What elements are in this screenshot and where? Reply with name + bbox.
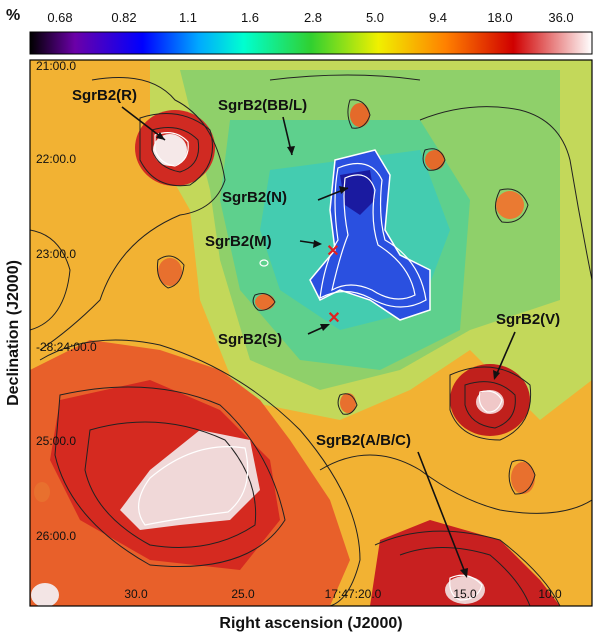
clump [350, 103, 370, 127]
contours [30, 74, 592, 606]
arrowhead [493, 370, 500, 380]
marker-sgrb2-m: ✕ [326, 243, 339, 260]
blue-sgrb2-n [309, 149, 431, 321]
map-frame [29, 59, 593, 607]
map-area [30, 60, 592, 606]
arrowhead [320, 324, 330, 331]
x-tick-label: 25.0 [231, 587, 255, 601]
clump [255, 294, 275, 310]
x-tick-label: 10.0 [538, 587, 562, 601]
label-sgrb2-m: SgrB2(M) [205, 233, 272, 250]
label-sgrb2-r: SgrB2(R) [72, 87, 137, 104]
colorbar-tick: 1.6 [241, 10, 259, 25]
clump [511, 462, 535, 494]
colorbar-tick: 1.1 [179, 10, 197, 25]
y-axis-label: Declination (J2000) [5, 260, 22, 406]
label-sgrb2-s: SgrB2(S) [218, 331, 282, 348]
source-annotations: SgrB2(R) SgrB2(BB/L) SgrB2(N) SgrB2(M) ✕… [72, 87, 560, 578]
label-sgrb2-abc: SgrB2(A/B/C) [316, 432, 411, 449]
y-tick-label: 26:00.0 [36, 529, 76, 543]
colorbar-tick: 36.0 [548, 10, 573, 25]
y-tick-label: 22:00.0 [36, 152, 76, 166]
label-sgrb2-n: SgrB2(N) [222, 189, 287, 206]
colorbar-tick: 18.0 [487, 10, 512, 25]
clump [340, 393, 356, 413]
colorbar-gradient [29, 31, 593, 55]
source-r-core [153, 134, 187, 166]
arrowhead [339, 186, 348, 194]
blue-core [340, 170, 375, 215]
x-ticks: 30.0 25.0 17:47:20.0 15.0 10.0 [124, 587, 562, 601]
arrowhead [287, 146, 295, 155]
clump [425, 150, 445, 170]
clump [31, 583, 59, 606]
colorbar-tick: 9.4 [429, 10, 447, 25]
colorbar-tick: 2.8 [304, 10, 322, 25]
clump [34, 482, 50, 502]
arrow-sgrb2-abc [417, 451, 467, 576]
colorbar-unit-label: % [6, 7, 20, 24]
y-tick-label: -28:24:00.0 [36, 340, 97, 354]
x-axis-label: Right ascension (J2000) [219, 615, 402, 632]
colorbar-tick: 5.0 [366, 10, 384, 25]
arrowhead [313, 240, 322, 248]
x-tick-label: 15.0 [453, 587, 477, 601]
label-sgrb2-bbl: SgrB2(BB/L) [218, 97, 307, 114]
arrowhead [460, 568, 468, 578]
marker-sgrb2-s: ✕ [327, 310, 340, 327]
x-tick-label: 17:47:20.0 [325, 587, 382, 601]
y-tick-label: 25:00.0 [36, 434, 76, 448]
colorbar-tick: 0.68 [47, 10, 72, 25]
colorbar-tick: 0.82 [111, 10, 136, 25]
y-tick-label: 21:00.0 [36, 59, 76, 73]
arrow-sgrb2-r [121, 106, 166, 141]
colorbar: % 0.68 0.82 1.1 1.6 2.8 5.0 9.4 18.0 36.… [6, 7, 593, 55]
clump [496, 191, 524, 219]
source-abc-blob [370, 520, 560, 606]
label-sgrb2-v: SgrB2(V) [496, 311, 560, 328]
arrow-sgrb2-v [494, 331, 516, 379]
white-contours [138, 132, 503, 601]
y-tick-label: 23:00.0 [36, 247, 76, 261]
y-ticks: 21:00.0 22:00.0 23:00.0 -28:24:00.0 25:0… [36, 59, 97, 543]
x-tick-label: 30.0 [124, 587, 148, 601]
white-left-core [120, 430, 260, 530]
clump [158, 258, 182, 286]
arrowhead [156, 132, 165, 140]
